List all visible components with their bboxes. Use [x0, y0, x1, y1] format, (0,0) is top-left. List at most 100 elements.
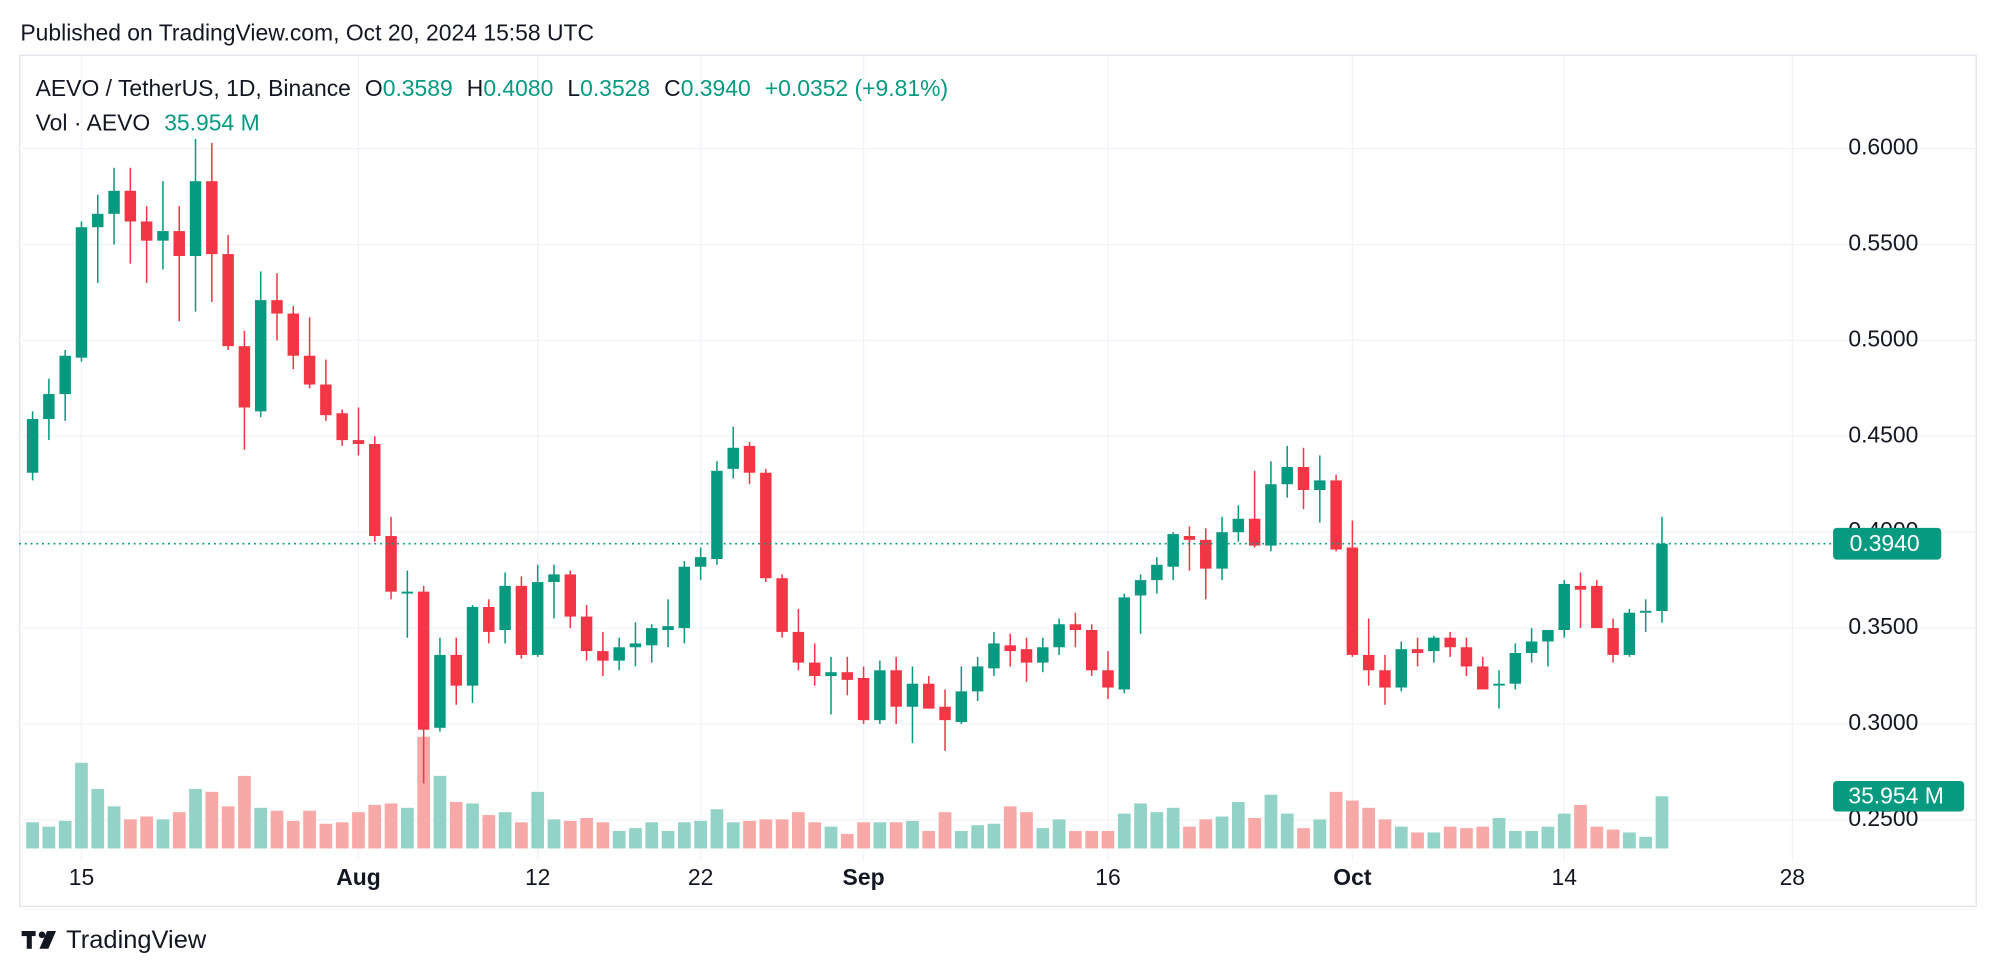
volume-bar: [840, 833, 854, 849]
volume-bar: [775, 819, 789, 849]
volume-bar: [400, 807, 414, 849]
candle-body: [1330, 480, 1342, 550]
legend-value: 0.3589: [383, 75, 453, 101]
candle-body: [678, 566, 691, 629]
candle-body: [417, 591, 430, 730]
candle-body: [613, 647, 625, 661]
volume-bar: [1036, 828, 1050, 849]
candle-body: [1509, 653, 1522, 684]
volume-bar: [954, 831, 968, 849]
y-tick-label: 0.3500: [1848, 613, 1918, 639]
volume-bar: [319, 823, 333, 849]
candle-body: [1346, 547, 1359, 655]
candle-body: [1558, 583, 1570, 630]
volume-value: 35.954 M: [164, 110, 259, 136]
volume-bar: [938, 812, 952, 849]
candle-body: [825, 672, 837, 677]
volume-bar: [563, 820, 577, 849]
candle-body: [890, 670, 902, 707]
candle-body: [597, 651, 609, 661]
volume-bar: [466, 803, 479, 849]
volume-bar: [531, 791, 545, 849]
x-tick-label: 14: [1551, 864, 1577, 890]
volume-bar: [824, 826, 838, 849]
candle-body: [189, 181, 202, 257]
candle-body: [808, 662, 821, 677]
volume-bar: [1248, 817, 1261, 849]
candle-body: [1574, 585, 1587, 590]
candle-body: [320, 384, 332, 416]
logo-part: [38, 931, 46, 939]
x-tick-label: Sep: [843, 864, 885, 890]
candle-body: [450, 654, 462, 686]
volume-bar: [1574, 804, 1587, 849]
candle-body: [1102, 670, 1114, 688]
candle-body: [483, 606, 495, 632]
candle-body: [841, 672, 854, 680]
volume-tag: [1833, 781, 1965, 812]
x-tick-label: Aug: [336, 864, 381, 890]
candle-body: [1037, 647, 1049, 663]
volume-bar: [694, 820, 708, 849]
volume-bar: [1134, 803, 1147, 849]
volume-bar: [1150, 812, 1164, 849]
legend-key: C: [664, 75, 681, 101]
candle-body: [206, 181, 218, 255]
candle-body: [1216, 532, 1228, 569]
volume-bar: [221, 806, 235, 849]
volume-bar: [1264, 794, 1278, 849]
y-tick-label: 0.4500: [1848, 421, 1918, 447]
legend-symbol: AEVO / TetherUS, 1D, Binance: [36, 75, 351, 101]
candle-body: [1200, 539, 1212, 569]
candle-body: [140, 221, 153, 241]
candle-body: [694, 557, 707, 567]
volume-bar: [661, 831, 675, 849]
volume-bar: [629, 828, 642, 849]
x-tick-label: 22: [688, 864, 713, 890]
volume-bar: [1329, 791, 1343, 849]
volume-bar: [759, 819, 773, 849]
volume-bar: [857, 822, 870, 849]
volume-bar: [1525, 831, 1538, 849]
volume-bar: [352, 812, 365, 849]
candle-body: [988, 643, 1000, 669]
volume-bar: [1590, 826, 1604, 849]
volume-bar: [1655, 796, 1669, 849]
volume-bar: [1052, 819, 1066, 849]
logo-part: [26, 931, 32, 949]
legend-key: H: [467, 75, 484, 101]
y-tick-label: 0.3000: [1848, 709, 1918, 735]
candle-body: [580, 616, 593, 652]
volume-bar: [1541, 826, 1555, 849]
brand-logo: [21, 931, 57, 949]
candle-body: [906, 683, 919, 707]
last-price-tag: [1833, 527, 1942, 560]
candle-body: [1020, 649, 1033, 663]
x-tick-label: 28: [1780, 864, 1805, 890]
candle-body: [1085, 629, 1098, 671]
volume-bar: [1215, 816, 1229, 849]
candle-body: [629, 643, 642, 648]
volume-bar: [123, 819, 137, 849]
volume-bar: [368, 804, 382, 849]
volume-bar: [1623, 832, 1636, 849]
candle-body: [1411, 649, 1424, 654]
candle-body: [75, 227, 88, 358]
volume-bar: [1085, 831, 1099, 849]
y-tick-label: 0.5000: [1848, 325, 1918, 351]
brand-name: TradingView: [66, 926, 207, 954]
volume-bar: [42, 826, 56, 849]
volume-bar: [91, 788, 105, 849]
volume-bar: [1183, 826, 1196, 849]
volume-bar: [1394, 826, 1408, 849]
candle-body: [401, 591, 414, 594]
last-price-label: 0.3940: [1850, 530, 1920, 556]
volume-bar: [873, 822, 887, 849]
candle-body: [26, 419, 39, 473]
volume-bar: [1231, 801, 1245, 849]
candle-body: [1493, 683, 1505, 686]
candle-body: [662, 626, 674, 630]
published-note: Published on TradingView.com, Oct 20, 20…: [20, 19, 594, 45]
y-tick-label: 0.6000: [1848, 134, 1918, 160]
volume-bar: [922, 831, 936, 849]
